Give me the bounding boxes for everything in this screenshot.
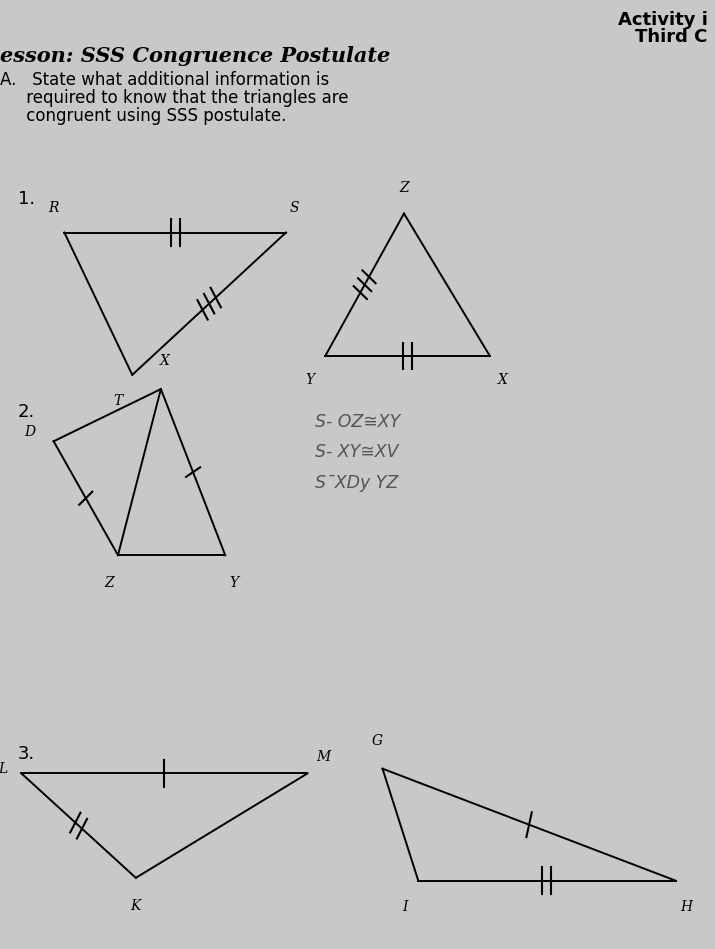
- Text: S: S: [290, 201, 300, 215]
- Text: S- OZ≅XY
S- XY≅XV
S¯XDy YZ: S- OZ≅XY S- XY≅XV S¯XDy YZ: [315, 413, 400, 492]
- Text: congruent using SSS postulate.: congruent using SSS postulate.: [0, 107, 287, 125]
- Text: Activity i: Activity i: [618, 11, 708, 29]
- Text: X: X: [498, 373, 508, 387]
- Text: T: T: [114, 394, 122, 408]
- Text: L: L: [0, 762, 7, 775]
- Text: K: K: [131, 899, 141, 913]
- Text: Third C: Third C: [636, 28, 708, 47]
- Text: D: D: [24, 425, 36, 438]
- Text: Y: Y: [230, 576, 238, 590]
- Text: required to know that the triangles are: required to know that the triangles are: [0, 89, 348, 107]
- Text: Z: Z: [399, 180, 409, 195]
- Text: R: R: [49, 201, 59, 215]
- Text: 3.: 3.: [18, 745, 35, 763]
- Text: X: X: [159, 354, 169, 368]
- Text: I: I: [403, 900, 408, 914]
- Text: G: G: [371, 734, 383, 748]
- Text: 1.: 1.: [18, 190, 35, 208]
- Text: A.   State what additional information is: A. State what additional information is: [0, 71, 329, 89]
- Text: M: M: [316, 750, 330, 764]
- Text: Y: Y: [305, 373, 314, 387]
- Text: 2.: 2.: [18, 403, 35, 421]
- Text: Z: Z: [104, 576, 114, 590]
- Text: H: H: [681, 900, 692, 914]
- Text: esson: SSS Congruence Postulate: esson: SSS Congruence Postulate: [0, 46, 390, 65]
